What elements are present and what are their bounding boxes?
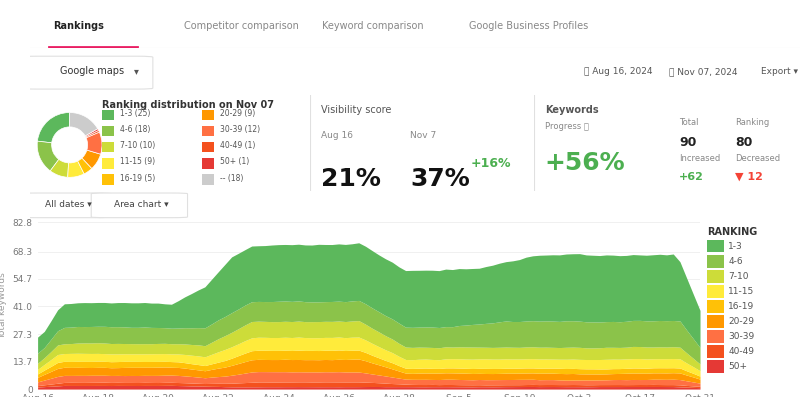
Text: 40-49 (1): 40-49 (1) <box>219 141 255 150</box>
Text: 90: 90 <box>679 136 697 149</box>
Text: Aug 16: Aug 16 <box>321 131 353 141</box>
Text: 80: 80 <box>735 136 753 149</box>
Text: Keywords: Keywords <box>545 105 598 115</box>
Text: 📅 Aug 16, 2024: 📅 Aug 16, 2024 <box>584 67 653 76</box>
Bar <box>102 142 114 152</box>
Text: 40-49: 40-49 <box>728 347 754 356</box>
Bar <box>102 126 114 136</box>
Wedge shape <box>82 150 101 168</box>
Text: 30-39: 30-39 <box>728 332 754 341</box>
Text: Decreased: Decreased <box>735 154 780 163</box>
Text: RANKING: RANKING <box>707 227 758 237</box>
Bar <box>102 158 114 169</box>
Text: +56%: +56% <box>545 150 626 175</box>
Text: Keyword comparison: Keyword comparison <box>322 21 424 31</box>
Text: 📅 Nov 07, 2024: 📅 Nov 07, 2024 <box>669 67 738 76</box>
Wedge shape <box>85 129 98 137</box>
Wedge shape <box>68 161 84 177</box>
Text: Area chart ▾: Area chart ▾ <box>114 200 169 209</box>
Bar <box>707 300 723 313</box>
Wedge shape <box>78 158 92 174</box>
Text: 37%: 37% <box>410 167 470 191</box>
Y-axis label: Total keywords: Total keywords <box>0 272 7 339</box>
Text: Competitor comparison: Competitor comparison <box>184 21 298 31</box>
Bar <box>202 158 214 169</box>
Text: Ranking: Ranking <box>735 118 770 127</box>
Text: 20-29 (9): 20-29 (9) <box>219 109 255 118</box>
Bar <box>707 255 723 268</box>
Bar <box>202 142 214 152</box>
Bar <box>707 270 723 283</box>
Text: -- (18): -- (18) <box>219 173 243 183</box>
Bar <box>707 240 723 252</box>
FancyBboxPatch shape <box>22 193 110 218</box>
Text: 4-6 (18): 4-6 (18) <box>120 125 150 134</box>
Text: 11-15 (9): 11-15 (9) <box>120 158 154 166</box>
Wedge shape <box>38 112 70 143</box>
Text: Rankings: Rankings <box>53 21 103 31</box>
Text: 1-3 (25): 1-3 (25) <box>120 109 150 118</box>
Text: 30-39 (12): 30-39 (12) <box>219 125 260 134</box>
Bar <box>102 110 114 120</box>
Text: ▾: ▾ <box>134 66 138 77</box>
Bar <box>102 174 114 185</box>
Text: Nov 7: Nov 7 <box>410 131 437 141</box>
FancyBboxPatch shape <box>22 56 153 89</box>
Wedge shape <box>38 141 59 171</box>
Text: ▼ 12: ▼ 12 <box>735 172 763 181</box>
Text: Google Business Profiles: Google Business Profiles <box>469 21 588 31</box>
Text: Visibility score: Visibility score <box>321 105 391 115</box>
Text: Increased: Increased <box>679 154 721 163</box>
Bar <box>707 315 723 328</box>
Text: Total: Total <box>679 118 698 127</box>
Bar <box>707 330 723 343</box>
Wedge shape <box>86 132 102 154</box>
FancyBboxPatch shape <box>91 193 187 218</box>
Text: 7-10: 7-10 <box>728 272 749 281</box>
Bar <box>202 126 214 136</box>
Text: Google maps: Google maps <box>61 66 125 77</box>
Text: All dates ▾: All dates ▾ <box>45 200 92 209</box>
Text: 20-29: 20-29 <box>728 317 754 326</box>
Text: Export ▾: Export ▾ <box>762 67 798 76</box>
Text: Ranking distribution on Nov 07: Ranking distribution on Nov 07 <box>102 100 274 110</box>
Text: 4-6: 4-6 <box>728 257 742 266</box>
Wedge shape <box>86 130 99 138</box>
Bar <box>202 110 214 120</box>
Text: +62: +62 <box>679 172 704 181</box>
Text: Progress ⓘ: Progress ⓘ <box>545 122 589 131</box>
Text: 16-19 (5): 16-19 (5) <box>120 173 155 183</box>
Text: 7-10 (10): 7-10 (10) <box>120 141 155 150</box>
Text: 16-19: 16-19 <box>728 302 754 311</box>
Bar <box>707 285 723 298</box>
Text: 1-3: 1-3 <box>728 242 743 251</box>
Text: 50+ (1): 50+ (1) <box>219 158 249 166</box>
Bar <box>707 360 723 373</box>
Bar <box>202 174 214 185</box>
Wedge shape <box>50 159 69 177</box>
Text: 11-15: 11-15 <box>728 287 754 296</box>
Text: 50+: 50+ <box>728 362 747 371</box>
Wedge shape <box>70 112 98 136</box>
Text: 21%: 21% <box>321 167 381 191</box>
Bar <box>707 345 723 358</box>
Text: +16%: +16% <box>471 157 511 170</box>
